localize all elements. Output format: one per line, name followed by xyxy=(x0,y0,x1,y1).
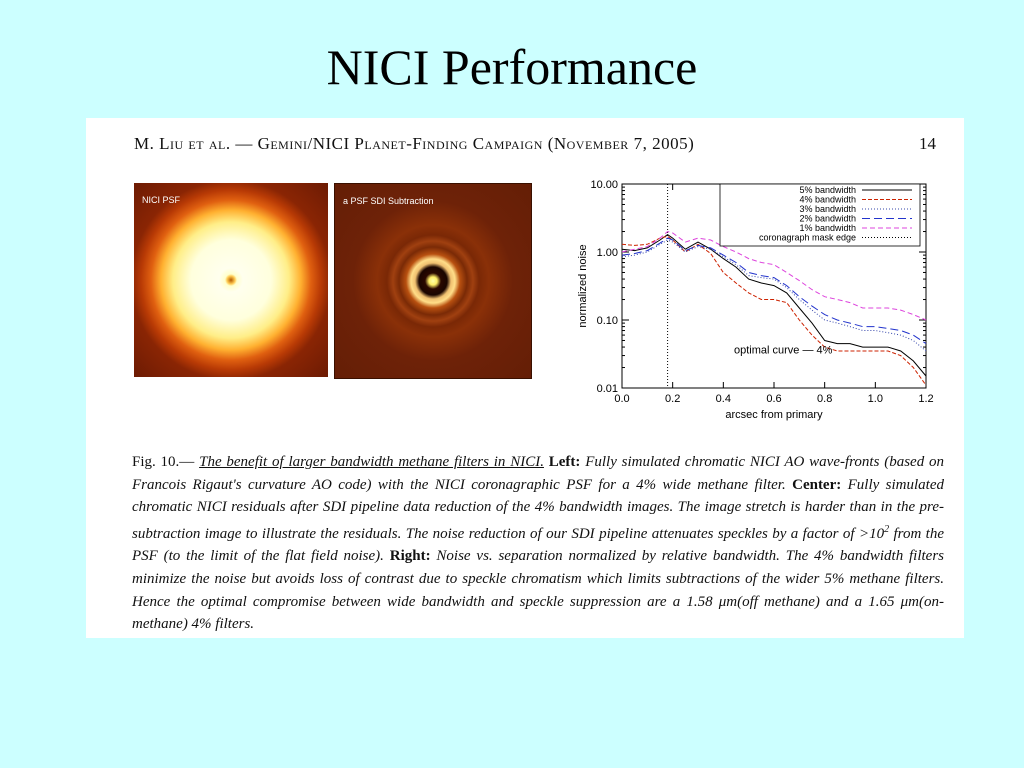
caption-center-text: Fully simulated chromatic NICI residuals… xyxy=(132,476,945,542)
caption-title: The benefit of larger bandwidth methane … xyxy=(199,454,544,470)
legend-label-mask: coronagraph mask edge xyxy=(759,233,856,243)
series-line-3 xyxy=(621,237,927,345)
legend-label-3: 2% bandwidth xyxy=(799,214,856,224)
x-tick-label: 0.8 xyxy=(817,393,832,405)
sdi-subtraction-image: a PSF SDI Subtraction xyxy=(334,183,532,379)
x-tick-label: 1.0 xyxy=(868,393,883,405)
caption-center-head: Center: xyxy=(792,476,842,493)
caption-right-head: Right: xyxy=(389,548,431,565)
sdi-image-label: a PSF SDI Subtraction xyxy=(343,196,434,206)
y-axis-label: normalized noise xyxy=(577,244,589,327)
caption-factor-base: >10 xyxy=(858,525,885,542)
x-tick-label: 0.2 xyxy=(665,393,680,405)
caption-center-text-2: from the PSF (to the limit of the flat f… xyxy=(132,525,945,565)
noise-chart: 0.0 0.2 0.4 0.6 0.8 1.0 1.2 10.00 1.00 0.10 0.01 ar… xyxy=(574,176,946,438)
chart-annotation: optimal curve — 4% xyxy=(734,345,833,357)
series-line-4 xyxy=(621,230,927,321)
y-tick-label: 10.00 xyxy=(590,179,618,191)
legend-label-2: 3% bandwidth xyxy=(799,204,856,214)
x-tick-label: 1.2 xyxy=(918,393,933,405)
caption-fig-label: Fig. 10.— xyxy=(132,454,195,470)
caption-left-text: Fully simulated chromatic NICI AO wave-f… xyxy=(132,454,945,493)
y-tick-label: 0.01 xyxy=(597,383,618,395)
x-tick-label: 0.4 xyxy=(716,393,731,405)
caption-right-text: Noise vs. separation normalized by relat… xyxy=(132,548,945,633)
figure-caption: Fig. 10.— The benefit of larger bandwidt… xyxy=(132,451,944,636)
running-head: M. Liu et al. — Gemini/NICI Planet-Findi… xyxy=(134,134,695,153)
psf-image-label: NICI PSF xyxy=(142,195,181,205)
legend-label-1: 4% bandwidth xyxy=(799,195,856,205)
y-tick-label: 1.00 xyxy=(597,247,618,259)
series-line-1 xyxy=(621,235,927,386)
x-tick-label: 0.0 xyxy=(614,393,629,405)
legend-label-4: 1% bandwidth xyxy=(799,223,856,233)
noise-chart-svg: 0.0 0.2 0.4 0.6 0.8 1.0 1.2 10.00 1.00 0.10 0.01 ar… xyxy=(577,179,934,421)
page-number: 14 xyxy=(919,134,936,153)
slide-title: NICI Performance xyxy=(326,39,698,95)
y-tick-label: 0.10 xyxy=(597,315,618,327)
x-axis-label: arcsec from primary xyxy=(725,409,823,421)
series-line-0 xyxy=(621,233,927,377)
caption-left-head: Left: xyxy=(548,454,581,470)
caption-factor-exp: 2 xyxy=(884,523,890,535)
x-tick-label: 0.6 xyxy=(766,393,781,405)
paper-excerpt: M. Liu et al. — Gemini/NICI Planet-Findi… xyxy=(86,118,964,638)
legend-box xyxy=(719,183,921,247)
legend-label-0: 5% bandwidth xyxy=(799,185,856,195)
psf-image: NICI PSF xyxy=(134,183,328,377)
